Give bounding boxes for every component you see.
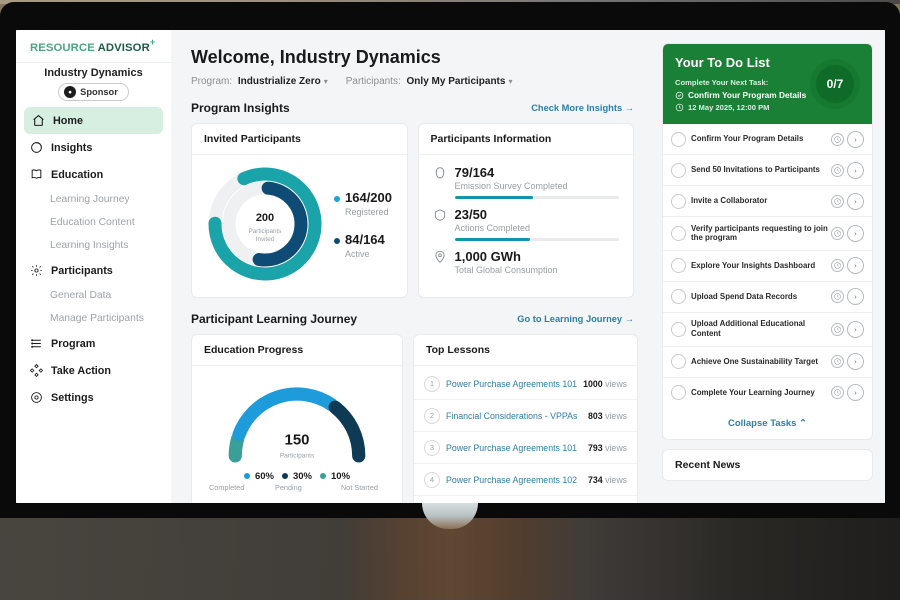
svg-text:Invited: Invited bbox=[256, 236, 275, 243]
svg-text:Participants: Participants bbox=[249, 228, 282, 235]
svg-text:Participants: Participants bbox=[280, 453, 315, 460]
svg-text:150: 150 bbox=[284, 431, 309, 448]
svg-text:200: 200 bbox=[256, 212, 274, 224]
